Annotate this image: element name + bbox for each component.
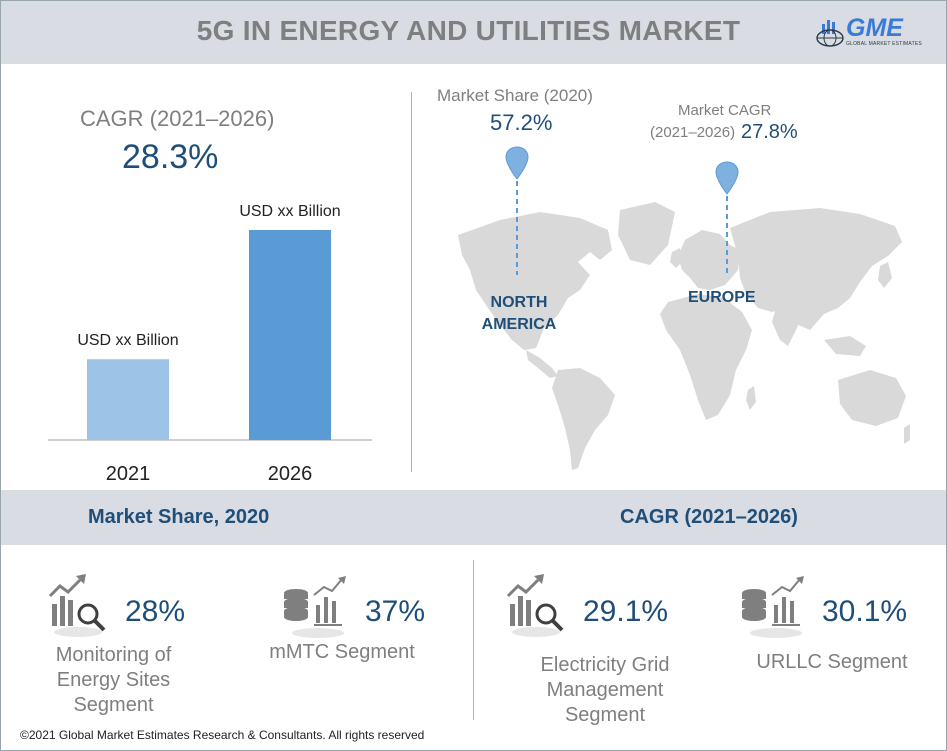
market-share-heading: Market Share, 2020 — [88, 506, 270, 528]
world-map — [458, 202, 910, 470]
segment-3-value: 29.1% — [583, 595, 669, 628]
africa-shape — [660, 294, 752, 420]
madagascar-shape — [746, 386, 756, 410]
bottom-divider — [473, 560, 474, 720]
segment-3-label: Electricity Grid Management Segment — [520, 653, 690, 728]
bar-data-label: USD xx Billion — [77, 332, 178, 349]
na-stat-value: 57.2% — [490, 110, 553, 135]
vertical-divider — [411, 92, 412, 472]
cagr-value: 28.3% — [122, 138, 219, 176]
segment-4-value: 30.1% — [822, 595, 908, 628]
north-america-label: NORTH AMERICA — [478, 292, 560, 336]
bar-2021 — [87, 359, 169, 440]
segment-3-label-line2: Management — [546, 679, 664, 701]
segment-1-label: Monitoring of Energy Sites Segment — [36, 643, 191, 718]
new-zealand-shape — [904, 424, 910, 444]
segment-1-value: 28% — [125, 595, 186, 628]
asia-shape — [730, 208, 902, 330]
section-band — [1, 490, 946, 545]
india-shape — [772, 308, 798, 346]
se-asia-shape — [824, 336, 866, 356]
logo-wordmark: GME — [846, 14, 903, 42]
europe-label: EUROPE — [688, 289, 756, 306]
north-america-label-line2: AMERICA — [481, 316, 557, 333]
header-bar: 5G IN ENERGY AND UTILITIES MARKET GME GL… — [1, 1, 946, 64]
north-america-pin-icon — [505, 146, 529, 275]
logo-subtext: GLOBAL MARKET ESTIMATES — [846, 41, 922, 47]
segment-1-label-line1: Monitoring of — [55, 644, 172, 666]
segment-1-label-line2: Energy Sites — [56, 669, 171, 691]
segment-1-label-line3: Segment — [73, 694, 154, 716]
copyright-footer: ©2021 Global Market Estimates Research &… — [20, 728, 425, 742]
bar-2026 — [249, 230, 331, 440]
x-tick-label: 2021 — [106, 463, 151, 485]
segment-3-label-line1: Electricity Grid — [540, 654, 670, 676]
segment-4-label: URLLC Segment — [752, 650, 912, 675]
x-tick-label: 2026 — [268, 463, 313, 485]
cagr-heading: CAGR (2021–2026) — [620, 506, 798, 528]
segment-2-value: 37% — [365, 595, 426, 628]
central-america-shape — [526, 350, 558, 378]
north-america-label-line1: NORTH — [490, 294, 548, 311]
segment-2-label-line1: mMTC Segment — [269, 641, 415, 663]
cagr-label: CAGR (2021–2026) — [80, 106, 275, 131]
uk-shape — [670, 248, 682, 268]
south-america-shape — [552, 368, 615, 470]
bar-data-label: USD xx Billion — [239, 203, 340, 220]
europe-shape — [678, 230, 740, 290]
database-chart-icon — [742, 576, 804, 638]
eu-stat-period: (2021–2026) — [650, 124, 736, 141]
globe-logo-icon — [816, 20, 844, 47]
page-title: 5G IN ENERGY AND UTILITIES MARKET — [196, 15, 741, 46]
bar-chart-magnifier-icon — [48, 574, 106, 637]
eu-stat-value: 27.8% — [741, 121, 798, 143]
bar-chart-magnifier-icon — [506, 574, 564, 637]
eu-stat-label: Market CAGR — [678, 102, 772, 119]
segment-2-label: mMTC Segment — [262, 640, 422, 665]
australia-shape — [838, 370, 906, 426]
europe-pin-icon — [715, 161, 739, 274]
gme-logo: GME GLOBAL MARKET ESTIMATES — [816, 14, 936, 54]
segment-3-label-line3: Segment — [564, 704, 646, 726]
segment-4-label-line1: URLLC Segment — [756, 651, 908, 673]
na-stat-label: Market Share (2020) — [437, 86, 593, 105]
database-chart-icon — [284, 576, 346, 638]
greenland-shape — [618, 202, 675, 265]
north-america-shape — [458, 212, 612, 350]
bar-chart: USD xx Billion 2021 USD xx Billion 2026 — [48, 203, 372, 485]
japan-shape — [878, 262, 892, 288]
